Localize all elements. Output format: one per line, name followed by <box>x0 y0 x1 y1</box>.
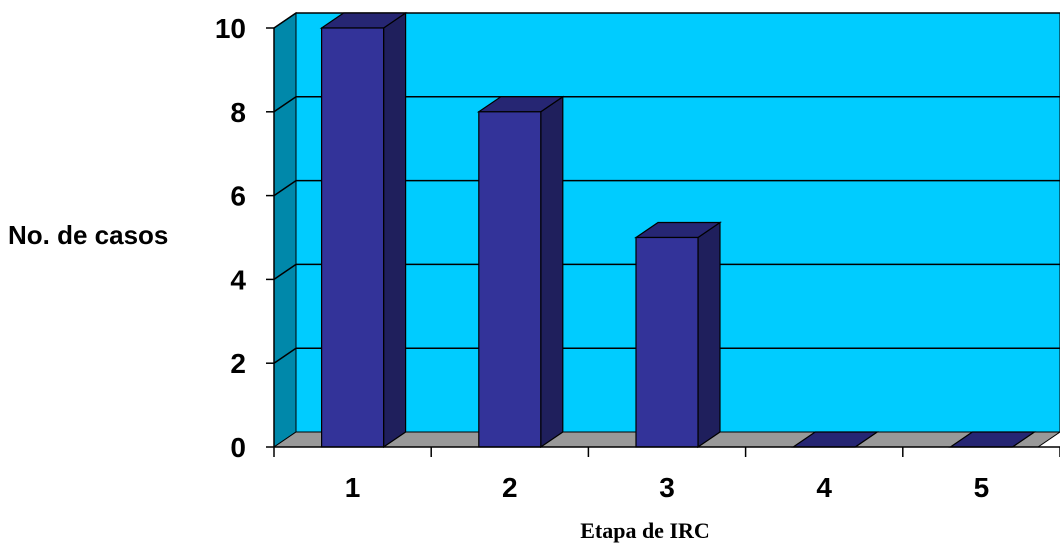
gridlines <box>273 12 1060 364</box>
bars <box>319 11 1037 449</box>
gridline <box>273 179 1060 197</box>
bar <box>319 11 408 449</box>
y-tick-labels: 0 2 4 6 8 10 <box>215 13 274 463</box>
y-tick-label: 0 <box>230 432 246 463</box>
x-tick-label: 2 <box>502 472 518 503</box>
x-tick-label: 4 <box>816 472 832 503</box>
y-tick-label: 8 <box>230 97 246 128</box>
bar-front <box>478 111 542 448</box>
side-wall <box>273 12 297 448</box>
bar-side <box>540 95 564 449</box>
bar-front <box>321 27 385 448</box>
bar-side <box>697 221 721 449</box>
axes <box>273 28 1060 448</box>
bar-side <box>383 11 407 449</box>
y-tick-label: 2 <box>230 348 246 379</box>
x-tick-label: 5 <box>974 472 990 503</box>
bar <box>634 221 722 449</box>
gridline <box>273 96 1060 113</box>
x-tick-labels: 1 2 3 4 5 <box>273 447 1060 503</box>
x-tick-label: 1 <box>345 472 361 503</box>
x-tick-label: 3 <box>659 472 675 503</box>
bar <box>476 95 565 449</box>
y-axis-label: No. de casos <box>8 220 168 250</box>
y-tick-label: 10 <box>215 13 246 44</box>
bar-front <box>635 236 699 448</box>
gridline <box>273 347 1060 364</box>
x-axis-label: Etapa de IRC <box>580 518 710 543</box>
bar <box>948 431 1037 448</box>
y-tick-label: 4 <box>230 264 246 295</box>
gridline <box>273 263 1060 281</box>
y-tick-label: 6 <box>230 181 246 212</box>
gridline <box>273 12 1060 29</box>
